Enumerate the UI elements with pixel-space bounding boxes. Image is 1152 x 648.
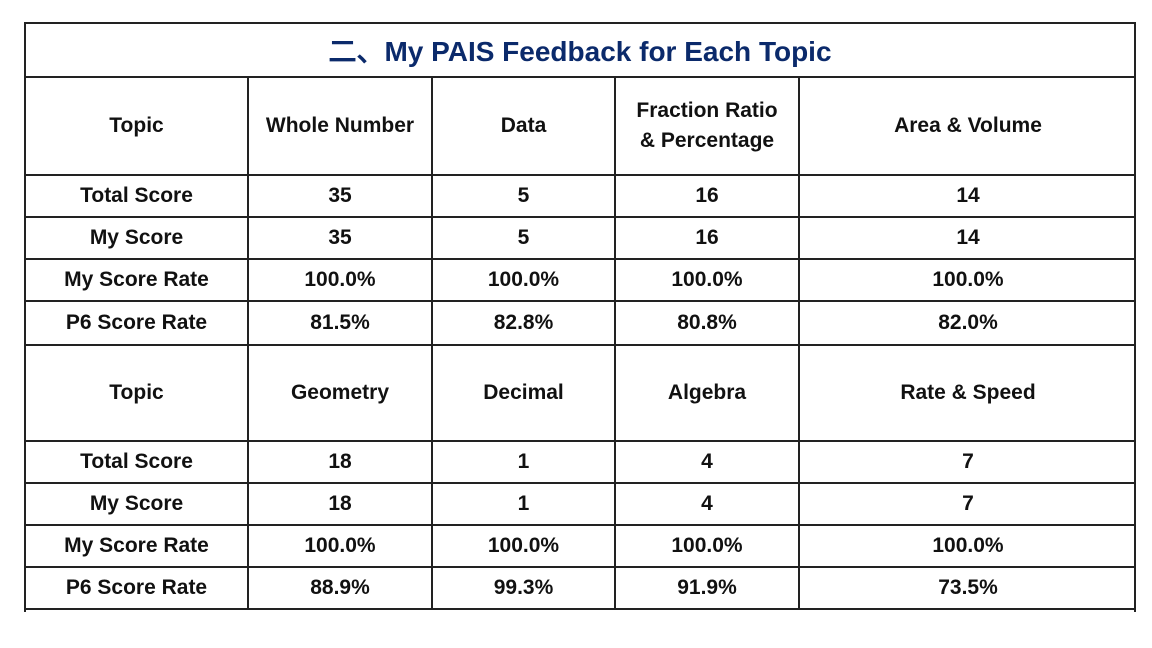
my-score-rate-value: 100.0% <box>798 258 1136 302</box>
topic-geometry: Geometry <box>247 344 433 442</box>
my-score-rate-value: 100.0% <box>431 524 616 568</box>
my-score-value: 14 <box>798 216 1136 260</box>
topic-fraction-line1: Fraction Ratio <box>636 99 778 122</box>
topic-label: Topic <box>26 344 249 442</box>
row-label-my-score-rate: My Score Rate <box>26 258 249 302</box>
my-score-value: 1 <box>431 482 616 526</box>
page-title: 二、My PAIS Feedback for Each Topic <box>26 24 1134 78</box>
my-score-rate-value: 100.0% <box>614 258 800 302</box>
my-score-value: 35 <box>247 216 433 260</box>
topic-fraction-line2: & Percentage <box>639 129 775 152</box>
total-score-value: 7 <box>798 440 1136 484</box>
p6-score-rate-value: 73.5% <box>798 566 1136 610</box>
my-score-rate-value: 100.0% <box>247 524 433 568</box>
topic-data: Data <box>431 76 616 176</box>
p6-score-rate-value: 88.9% <box>247 566 433 610</box>
table-row: Total Score 18 1 4 7 <box>26 440 1136 484</box>
topic-decimal: Decimal <box>431 344 616 442</box>
topic-area-volume: Area & Volume <box>798 76 1136 176</box>
row-label-total-score: Total Score <box>26 174 249 218</box>
total-score-value: 4 <box>614 440 800 484</box>
topic-header-row: Topic Whole Number Data Fraction Ratio &… <box>26 76 1136 176</box>
topic-header-row: Topic Geometry Decimal Algebra Rate & Sp… <box>26 344 1136 442</box>
my-score-value: 4 <box>614 482 800 526</box>
my-score-value: 7 <box>798 482 1136 526</box>
my-score-rate-value: 100.0% <box>798 524 1136 568</box>
table-row: P6 Score Rate 81.5% 82.8% 80.8% 82.0% <box>26 300 1136 346</box>
table-row: P6 Score Rate 88.9% 99.3% 91.9% 73.5% <box>26 566 1136 610</box>
table-row: My Score Rate 100.0% 100.0% 100.0% 100.0… <box>26 258 1136 302</box>
total-score-value: 16 <box>614 174 800 218</box>
p6-score-rate-value: 99.3% <box>431 566 616 610</box>
topic-label: Topic <box>26 76 249 176</box>
row-label-total-score: Total Score <box>26 440 249 484</box>
topic-table-1: Topic Whole Number Data Fraction Ratio &… <box>26 76 1136 346</box>
row-label-p6-score-rate: P6 Score Rate <box>26 566 249 610</box>
feedback-sheet: 二、My PAIS Feedback for Each Topic Topic … <box>24 22 1136 612</box>
my-score-rate-value: 100.0% <box>614 524 800 568</box>
table-row: Total Score 35 5 16 14 <box>26 174 1136 218</box>
my-score-value: 16 <box>614 216 800 260</box>
row-label-my-score: My Score <box>26 216 249 260</box>
topic-table-2: Topic Geometry Decimal Algebra Rate & Sp… <box>26 344 1136 610</box>
p6-score-rate-value: 81.5% <box>247 300 433 346</box>
total-score-value: 14 <box>798 174 1136 218</box>
my-score-rate-value: 100.0% <box>431 258 616 302</box>
p6-score-rate-value: 82.8% <box>431 300 616 346</box>
my-score-value: 5 <box>431 216 616 260</box>
p6-score-rate-value: 80.8% <box>614 300 800 346</box>
topic-algebra: Algebra <box>614 344 800 442</box>
row-label-p6-score-rate: P6 Score Rate <box>26 300 249 346</box>
row-label-my-score: My Score <box>26 482 249 526</box>
p6-score-rate-value: 82.0% <box>798 300 1136 346</box>
row-label-my-score-rate: My Score Rate <box>26 524 249 568</box>
my-score-value: 18 <box>247 482 433 526</box>
topic-rate-speed: Rate & Speed <box>798 344 1136 442</box>
topic-whole-number: Whole Number <box>247 76 433 176</box>
total-score-value: 5 <box>431 174 616 218</box>
table-row: My Score 18 1 4 7 <box>26 482 1136 526</box>
table-row: My Score Rate 100.0% 100.0% 100.0% 100.0… <box>26 524 1136 568</box>
my-score-rate-value: 100.0% <box>247 258 433 302</box>
topic-fraction-ratio-percentage: Fraction Ratio & Percentage <box>614 76 800 176</box>
p6-score-rate-value: 91.9% <box>614 566 800 610</box>
total-score-value: 35 <box>247 174 433 218</box>
total-score-value: 18 <box>247 440 433 484</box>
table-row: My Score 35 5 16 14 <box>26 216 1136 260</box>
total-score-value: 1 <box>431 440 616 484</box>
